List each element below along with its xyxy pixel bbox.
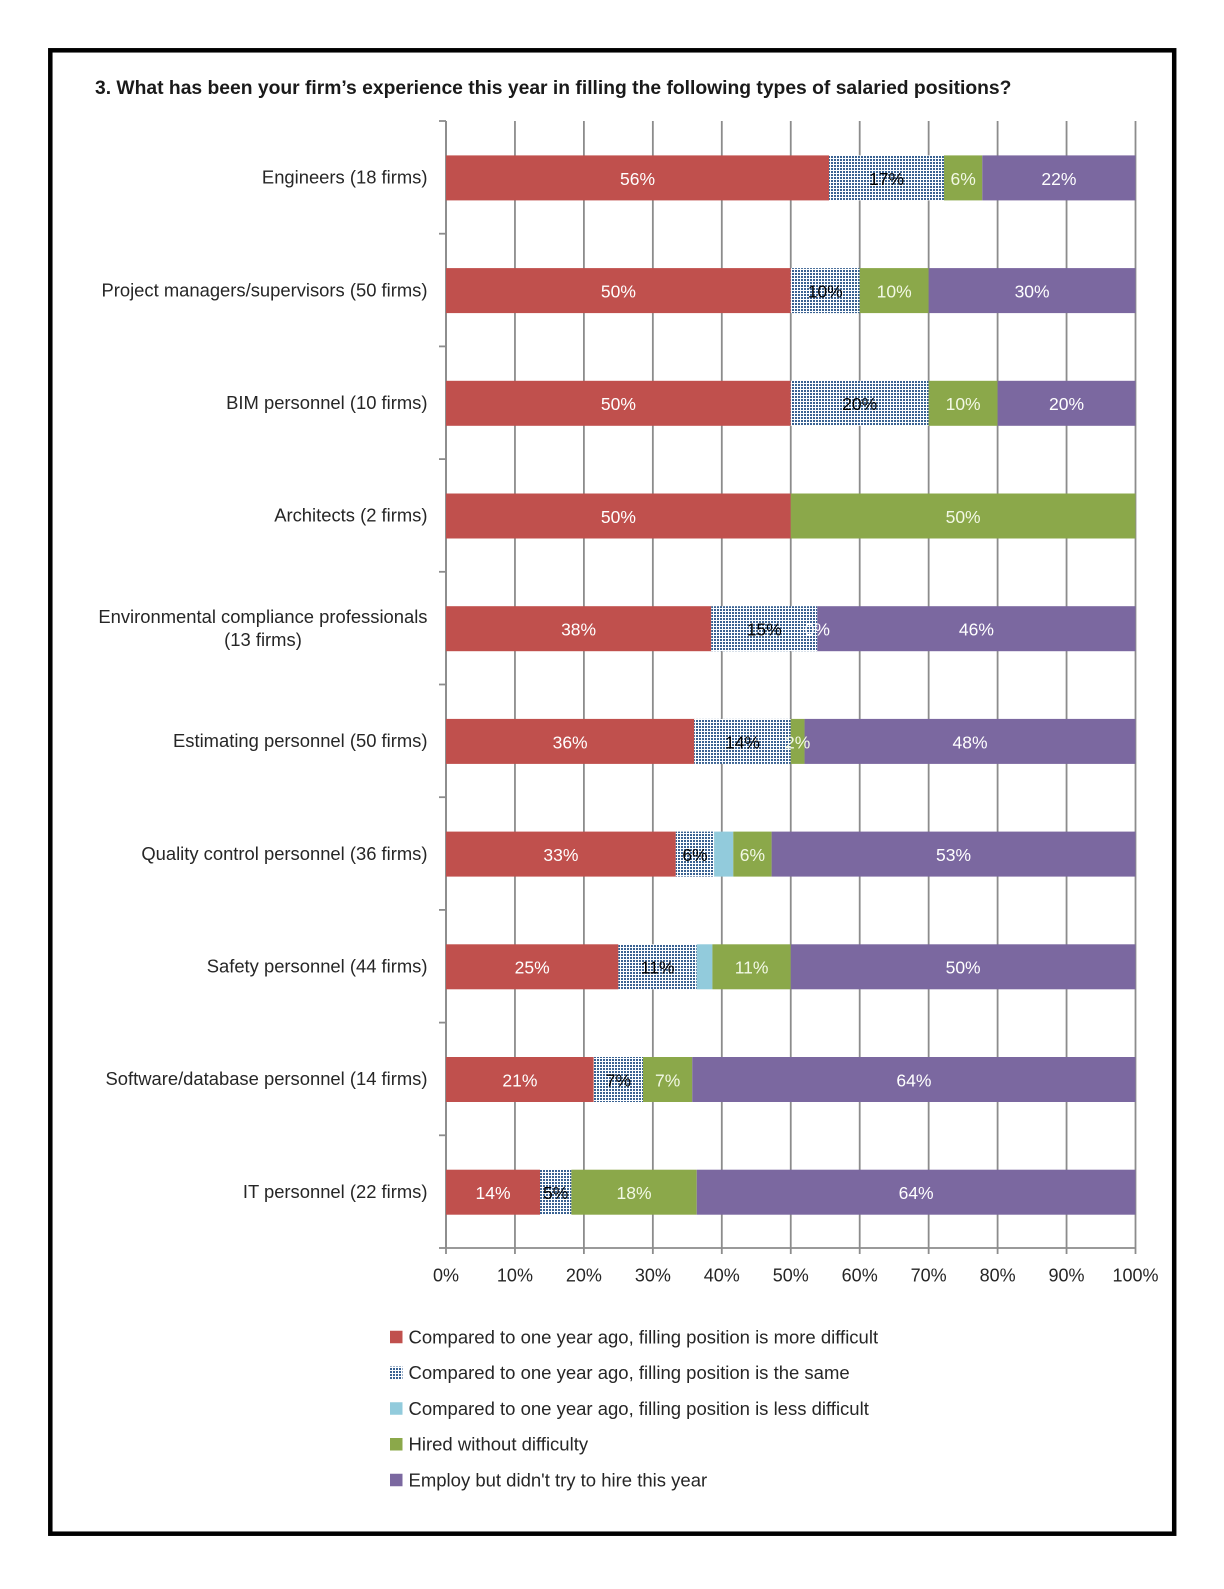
svg-text:20%: 20% xyxy=(566,1266,602,1286)
svg-text:17%: 17% xyxy=(869,169,904,189)
svg-text:48%: 48% xyxy=(953,732,988,752)
svg-text:Estimating personnel (50 firms: Estimating personnel (50 firms) xyxy=(173,730,428,751)
svg-text:14%: 14% xyxy=(725,732,760,752)
svg-text:56%: 56% xyxy=(620,169,655,189)
svg-text:3. What has been your firm’s e: 3. What has been your firm’s experience … xyxy=(95,78,1011,99)
svg-text:10%: 10% xyxy=(877,282,912,302)
svg-text:53%: 53% xyxy=(936,845,971,865)
svg-text:15%: 15% xyxy=(747,620,782,640)
svg-text:25%: 25% xyxy=(515,958,550,978)
svg-text:11%: 11% xyxy=(735,958,769,978)
svg-text:38%: 38% xyxy=(561,620,596,640)
svg-text:6%: 6% xyxy=(950,169,975,189)
svg-text:7%: 7% xyxy=(606,1070,631,1090)
svg-text:Hired without difficulty: Hired without difficulty xyxy=(409,1434,589,1455)
svg-text:7%: 7% xyxy=(655,1070,680,1090)
svg-text:10%: 10% xyxy=(497,1266,533,1286)
svg-text:0%: 0% xyxy=(433,1266,459,1286)
svg-text:50%: 50% xyxy=(773,1266,809,1286)
svg-text:70%: 70% xyxy=(911,1266,947,1286)
svg-text:20%: 20% xyxy=(1049,394,1084,414)
svg-text:2%: 2% xyxy=(785,732,810,752)
svg-text:64%: 64% xyxy=(899,1183,934,1203)
svg-text:21%: 21% xyxy=(502,1070,537,1090)
svg-text:Engineers (18 firms): Engineers (18 firms) xyxy=(262,167,428,188)
svg-text:22%: 22% xyxy=(1041,169,1076,189)
svg-text:50%: 50% xyxy=(946,958,981,978)
svg-text:5%: 5% xyxy=(543,1183,568,1203)
svg-text:30%: 30% xyxy=(635,1266,671,1286)
svg-text:(13 firms): (13 firms) xyxy=(224,629,302,650)
svg-text:50%: 50% xyxy=(601,394,636,414)
svg-text:6%: 6% xyxy=(740,845,765,865)
svg-text:30%: 30% xyxy=(1015,282,1050,302)
svg-text:80%: 80% xyxy=(980,1266,1016,1286)
svg-text:BIM personnel (10 firms): BIM personnel (10 firms) xyxy=(226,392,427,413)
svg-text:50%: 50% xyxy=(601,282,636,302)
svg-text:Environmental compliance profe: Environmental compliance professionals xyxy=(98,606,427,627)
svg-text:11%: 11% xyxy=(641,958,675,978)
svg-text:IT personnel (22 firms): IT personnel (22 firms) xyxy=(243,1181,428,1202)
svg-text:Quality control personnel (36: Quality control personnel (36 firms) xyxy=(141,843,427,864)
svg-text:50%: 50% xyxy=(601,507,636,527)
svg-text:50%: 50% xyxy=(946,507,981,527)
svg-text:Compared to one year ago, fill: Compared to one year ago, filling positi… xyxy=(409,1326,879,1347)
svg-text:Compared to one year ago, fill: Compared to one year ago, filling positi… xyxy=(409,1362,850,1383)
svg-text:36%: 36% xyxy=(553,732,588,752)
svg-text:60%: 60% xyxy=(842,1266,878,1286)
svg-text:100%: 100% xyxy=(1112,1266,1158,1286)
svg-text:90%: 90% xyxy=(1049,1266,1085,1286)
svg-text:14%: 14% xyxy=(475,1183,510,1203)
svg-text:40%: 40% xyxy=(704,1266,740,1286)
svg-text:46%: 46% xyxy=(959,620,994,640)
svg-text:0%: 0% xyxy=(805,620,830,640)
svg-text:Employ but didn't try to hire: Employ but didn't try to hire this year xyxy=(409,1469,708,1490)
svg-text:10%: 10% xyxy=(946,394,981,414)
svg-text:64%: 64% xyxy=(896,1070,931,1090)
svg-text:18%: 18% xyxy=(617,1183,652,1203)
svg-text:10%: 10% xyxy=(808,282,843,302)
svg-text:6%: 6% xyxy=(682,845,707,865)
svg-text:Project managers/supervisors (: Project managers/supervisors (50 firms) xyxy=(101,279,427,300)
svg-text:Software/database personnel (1: Software/database personnel (14 firms) xyxy=(106,1068,428,1089)
svg-text:Safety personnel (44 firms): Safety personnel (44 firms) xyxy=(207,955,428,976)
svg-text:20%: 20% xyxy=(842,394,877,414)
svg-text:Architects (2 firms): Architects (2 firms) xyxy=(274,505,427,526)
svg-text:Compared to one year ago, fill: Compared to one year ago, filling positi… xyxy=(409,1398,869,1419)
svg-text:33%: 33% xyxy=(543,845,578,865)
